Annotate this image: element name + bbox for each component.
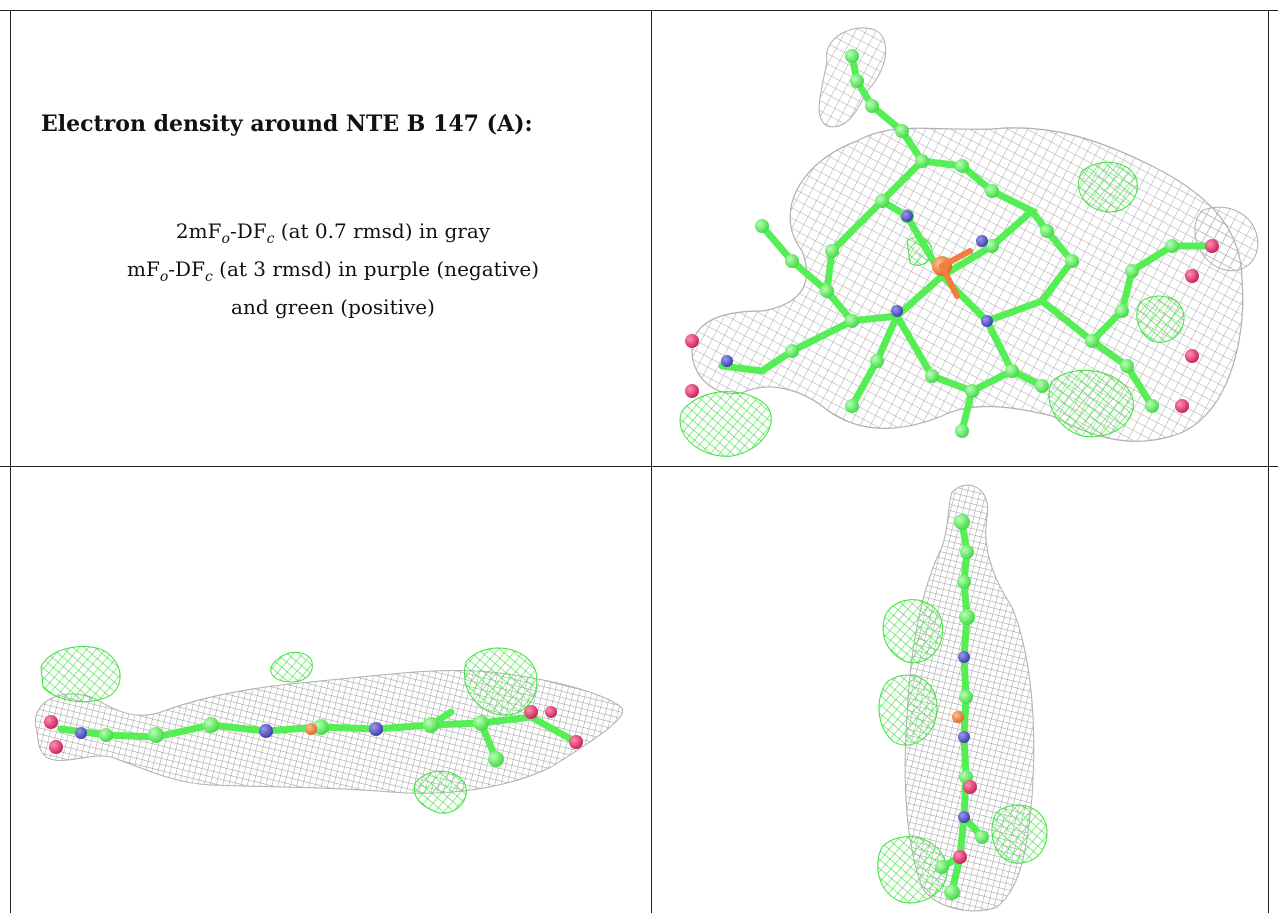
atoms-carbon [755, 49, 1179, 438]
legend-line-2fofc: 2mFo-DFc (at 0.7 rmsd) in gray [175, 219, 491, 247]
table-rule-center [651, 10, 652, 913]
density-image-edge-vertical [877, 484, 1048, 912]
mesh-positive-v4 [991, 804, 1048, 864]
mesh-positive-v3 [877, 836, 948, 904]
mesh-positive-2 [1136, 295, 1185, 343]
caption-legend: 2mFo-DFc (at 0.7 rmsd) in gray mFo-DFc (… [33, 216, 633, 322]
atoms-vertical [935, 514, 989, 900]
mesh-positive-1 [1077, 161, 1138, 213]
mesh-positive-h4 [414, 770, 467, 814]
atoms-oxygen [685, 239, 1219, 413]
mesh-positive-v1 [882, 599, 944, 664]
mesh-positive-h3 [464, 647, 538, 716]
caption-title: Electron density around NTE B 147 (A): [41, 111, 533, 137]
mesh-positive-h1 [40, 646, 121, 703]
panel-edge-on-horizontal [11, 467, 651, 913]
atom-iron [932, 248, 973, 299]
panel-face-on-view [652, 11, 1268, 466]
density-image-face-on [679, 27, 1259, 457]
mesh-positive-4 [679, 391, 772, 457]
caption-cell: Electron density around NTE B 147 (A): 2… [11, 11, 651, 466]
table-rule-left [10, 10, 11, 913]
legend-line-colors: and green (positive) [231, 295, 435, 319]
mesh-2fofc-acid [1194, 206, 1259, 272]
mesh-positive-v2 [878, 674, 938, 746]
atoms-nitrogen [721, 210, 993, 367]
table-rule-right [1268, 10, 1269, 913]
mesh-positive-h2 [270, 651, 313, 683]
atoms-horizontal [44, 705, 583, 767]
density-image-edge-horizontal [35, 646, 624, 814]
legend-line-fofc: mFo-DFc (at 3 rmsd) in purple (negative) [127, 257, 539, 285]
panel-edge-on-vertical [652, 467, 1268, 913]
mesh-positive-3 [1048, 369, 1134, 438]
table-rule-top [0, 10, 1278, 11]
table-rule-middle [0, 466, 1278, 467]
